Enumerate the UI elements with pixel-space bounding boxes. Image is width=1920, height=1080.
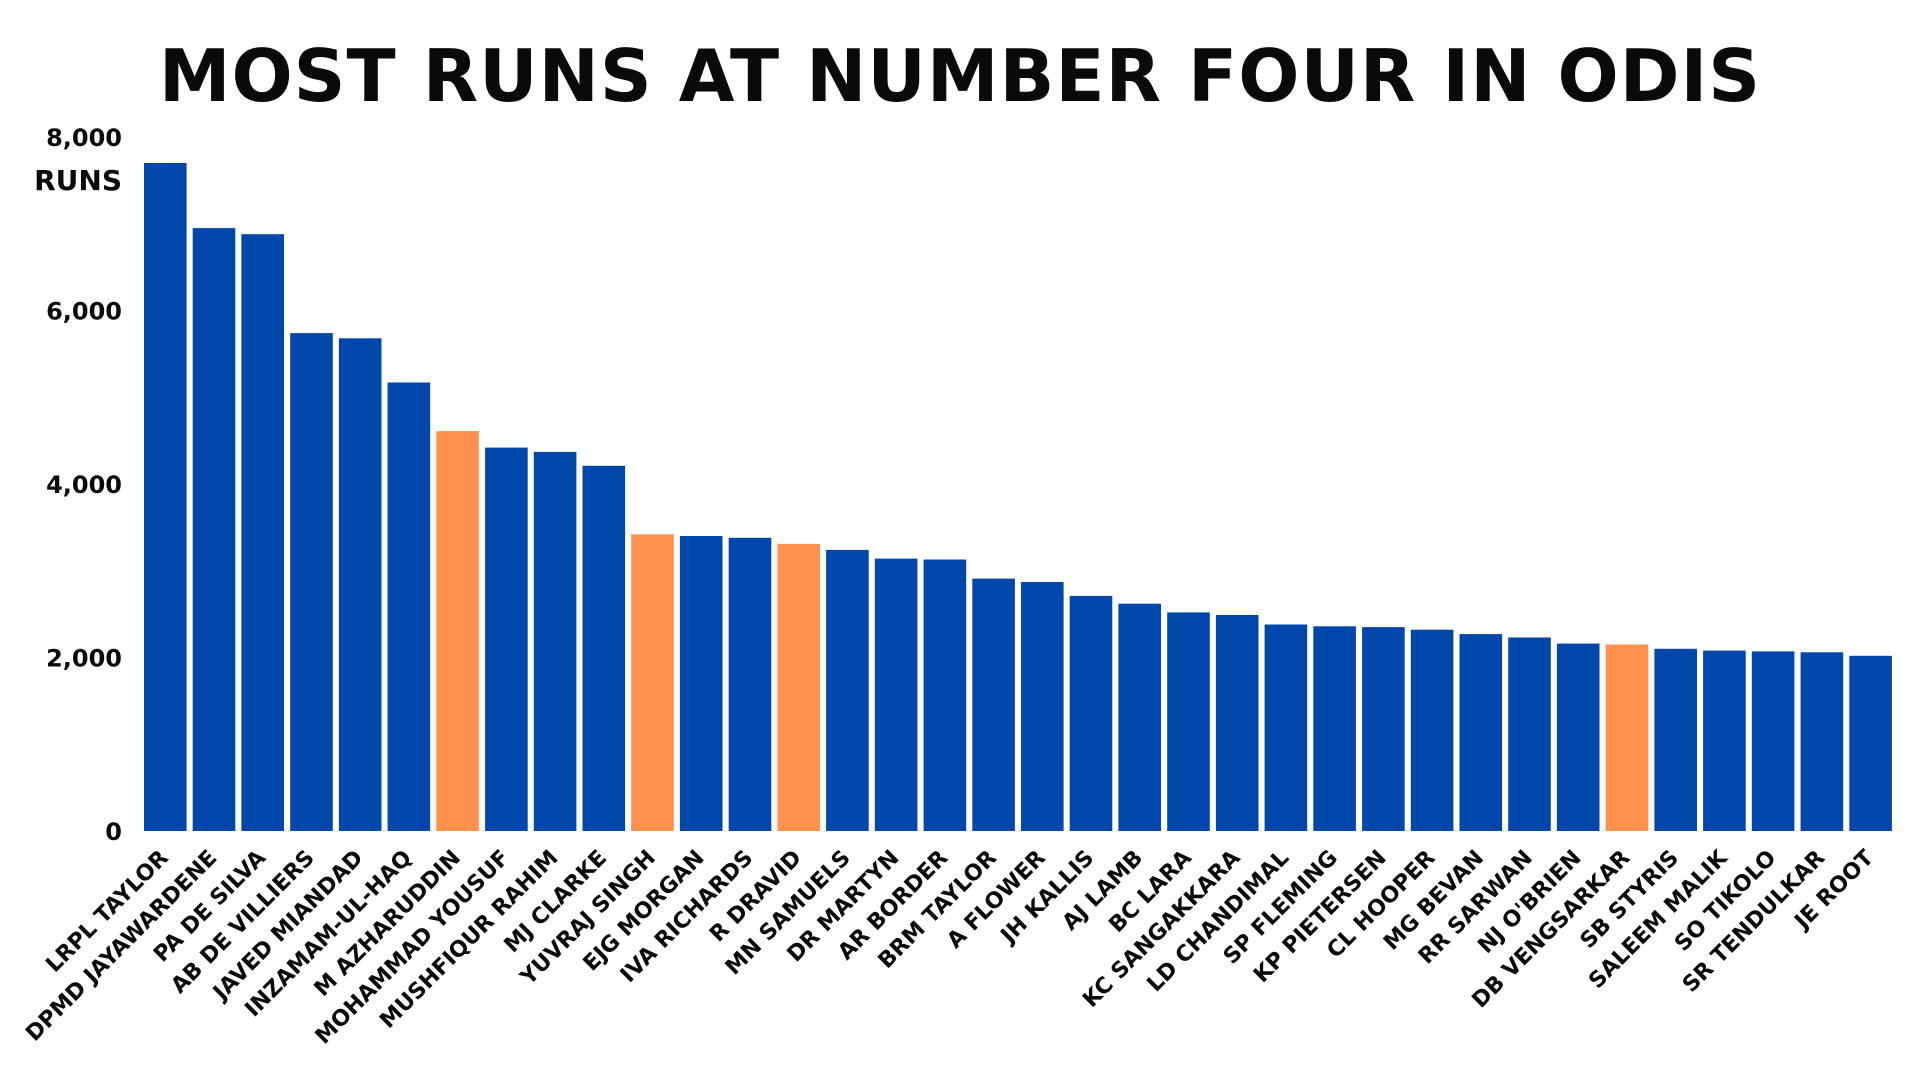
y-tick-label: 6,000 <box>46 298 122 326</box>
bars-group <box>144 163 1892 832</box>
bar <box>826 549 869 831</box>
bar <box>728 537 772 831</box>
bar <box>485 447 528 831</box>
y-tick-label: 8,000 <box>46 124 122 152</box>
y-tick-label: 0 <box>105 818 122 846</box>
x-category-label: DPMD JAYAWARDENE <box>21 846 222 1047</box>
bar <box>1021 582 1064 831</box>
bar <box>1751 651 1795 831</box>
bar <box>1215 615 1259 831</box>
bar <box>192 228 236 832</box>
chart-title: MOST RUNS AT NUMBER FOUR IN ODIS <box>158 34 1762 118</box>
bar <box>1508 637 1551 831</box>
bar <box>1118 603 1161 831</box>
bar <box>338 338 382 831</box>
bar <box>1069 595 1113 831</box>
bar <box>1605 644 1649 831</box>
y-axis: 0 2,000 4,000 6,000 8,000 <box>46 124 122 846</box>
bar <box>1264 624 1308 831</box>
bar <box>1556 643 1600 831</box>
bar <box>241 234 284 831</box>
bar <box>777 543 820 831</box>
bar <box>533 451 577 831</box>
bar <box>679 536 723 831</box>
bar <box>1313 626 1356 831</box>
bar <box>1362 627 1405 831</box>
bar <box>144 163 187 831</box>
bar <box>1800 652 1844 831</box>
y-tick-label: 2,000 <box>46 645 122 673</box>
bar <box>874 558 918 831</box>
bar <box>1849 655 1892 831</box>
bar <box>1410 629 1454 831</box>
bar <box>290 333 333 831</box>
bar <box>436 431 479 831</box>
bar <box>582 465 626 831</box>
bar <box>1167 612 1210 831</box>
bar <box>387 382 431 831</box>
bar <box>1654 648 1697 831</box>
y-tick-label: 4,000 <box>46 471 122 499</box>
bar <box>923 559 967 831</box>
bar <box>972 578 1015 831</box>
bar <box>1459 634 1503 831</box>
bar <box>1703 650 1746 831</box>
bar <box>631 534 674 831</box>
y-axis-unit-label: RUNS <box>34 164 122 197</box>
